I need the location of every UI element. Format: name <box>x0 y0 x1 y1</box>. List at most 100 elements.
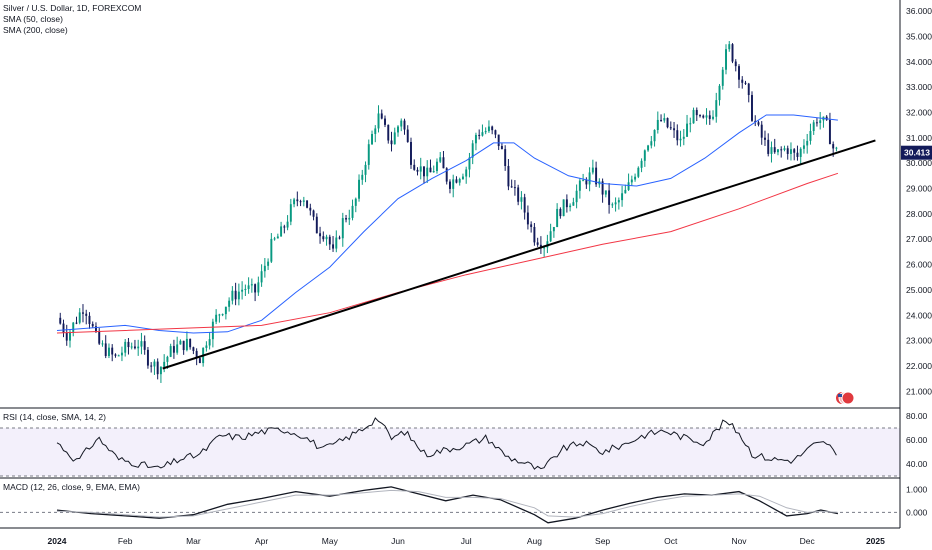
candle-down <box>601 181 604 195</box>
y-tick-label: 22.000 <box>906 361 932 371</box>
candle-down <box>62 323 65 333</box>
candle-up <box>653 129 656 142</box>
us-flag-icon <box>836 391 855 405</box>
sma200-line <box>56 172 839 334</box>
candle-up <box>364 164 367 175</box>
candle-down <box>673 128 676 131</box>
y-tick-label: 21.000 <box>906 386 932 396</box>
candle-up <box>617 200 620 203</box>
candle-down <box>195 350 198 359</box>
candle-down <box>734 61 737 67</box>
candle-down <box>98 330 101 344</box>
candle-down <box>384 118 386 125</box>
candle-up <box>69 331 71 341</box>
candle-up <box>471 143 474 158</box>
candle-down <box>413 164 416 170</box>
candle-up <box>273 238 276 240</box>
candle-down <box>182 340 185 351</box>
candle-down <box>133 346 136 349</box>
x-tick-label: Aug <box>527 536 542 546</box>
candle-down <box>192 347 195 351</box>
candle-down <box>491 126 494 131</box>
candle-up <box>588 172 591 185</box>
candle-up <box>358 179 361 199</box>
candle-up <box>721 69 724 86</box>
sma200-legend: SMA (200, close) <box>3 25 68 35</box>
candle-up <box>484 131 487 133</box>
x-tick-label: Mar <box>186 536 201 546</box>
candle-up <box>215 314 218 322</box>
candle-up <box>689 123 692 125</box>
candle-up <box>393 132 396 145</box>
candle-down <box>747 83 750 96</box>
candle-down <box>731 44 734 62</box>
candle-down <box>146 349 149 366</box>
candle-up <box>205 345 208 348</box>
candle-down <box>75 322 78 324</box>
candle-down <box>306 200 309 208</box>
candle-down <box>387 124 390 141</box>
candle-up <box>611 204 614 206</box>
candle-down <box>198 358 201 364</box>
candle-down <box>309 207 312 211</box>
candle-up <box>458 179 461 183</box>
rsi-tick-label: 40.00 <box>906 459 928 469</box>
candle-down <box>500 146 503 150</box>
candle-up <box>715 100 718 117</box>
candle-up <box>783 148 786 150</box>
candle-down <box>526 212 529 225</box>
candle-up <box>419 166 422 172</box>
candle-up <box>812 122 815 131</box>
candle-down <box>773 147 776 153</box>
candle-down <box>595 167 598 185</box>
candle-down <box>757 122 760 125</box>
candle-up <box>569 205 572 208</box>
candle-up <box>627 182 630 190</box>
candle-down <box>513 187 516 189</box>
candle-down <box>442 157 445 169</box>
candle-up <box>263 265 266 272</box>
candle-down <box>150 365 153 367</box>
candle-up <box>286 221 289 228</box>
candle-down <box>825 116 828 120</box>
candle-down <box>88 315 91 324</box>
candle-down <box>65 332 68 341</box>
candle-down <box>406 129 409 142</box>
candle-up <box>562 199 565 217</box>
candle-up <box>276 236 279 239</box>
candle-up <box>348 217 351 220</box>
candle-up <box>679 138 682 141</box>
candle-up <box>335 237 338 249</box>
price-pane <box>56 41 876 383</box>
candle-up <box>351 205 354 218</box>
candle-down <box>299 201 302 203</box>
candle-down <box>410 141 412 165</box>
candle-up <box>140 341 143 347</box>
candle-down <box>815 122 818 124</box>
candle-up <box>137 346 140 349</box>
candle-up <box>663 118 666 121</box>
candle-up <box>377 113 380 129</box>
candle-up <box>474 134 477 144</box>
candle-down <box>510 186 513 188</box>
candle-down <box>666 118 669 128</box>
candle-up <box>260 271 263 283</box>
candle-down <box>530 224 533 227</box>
candle-up <box>208 339 211 346</box>
candle-up <box>211 321 214 340</box>
candle-down <box>91 323 94 327</box>
candle-up <box>634 176 637 180</box>
macd-legend: MACD (12, 26, close, 9, EMA, EMA) <box>3 482 140 492</box>
candle-up <box>101 343 104 345</box>
candle-down <box>478 134 481 136</box>
candle-up <box>686 123 689 137</box>
candle-down <box>448 181 451 189</box>
candle-down <box>423 166 425 177</box>
candle-down <box>429 167 432 173</box>
candle-up <box>124 341 127 353</box>
candle-up <box>556 208 559 228</box>
candle-up <box>624 189 627 194</box>
candle-up <box>224 306 227 315</box>
